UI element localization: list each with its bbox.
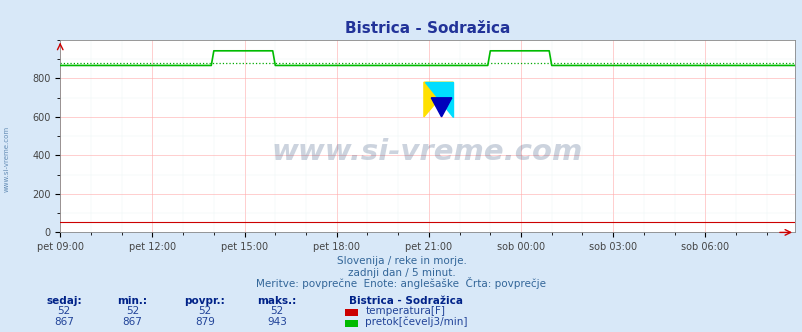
Text: 943: 943	[267, 317, 286, 327]
Text: 52: 52	[270, 306, 283, 316]
Text: www.si-vreme.com: www.si-vreme.com	[3, 126, 10, 193]
Text: pretok[čevelj3/min]: pretok[čevelj3/min]	[365, 316, 468, 327]
Title: Bistrica - Sodražica: Bistrica - Sodražica	[345, 21, 509, 36]
Text: temperatura[F]: temperatura[F]	[365, 306, 445, 316]
Text: povpr.:: povpr.:	[184, 296, 225, 306]
Text: Bistrica - Sodražica: Bistrica - Sodražica	[349, 296, 463, 306]
Text: 52: 52	[58, 306, 71, 316]
Text: 879: 879	[195, 317, 214, 327]
Text: 52: 52	[198, 306, 211, 316]
Text: 867: 867	[123, 317, 142, 327]
Polygon shape	[431, 98, 452, 117]
Text: www.si-vreme.com: www.si-vreme.com	[272, 137, 582, 166]
Text: maks.:: maks.:	[257, 296, 296, 306]
Text: 867: 867	[55, 317, 74, 327]
Text: 52: 52	[126, 306, 139, 316]
Text: Slovenija / reke in morje.: Slovenija / reke in morje.	[336, 256, 466, 266]
Text: sedaj:: sedaj:	[47, 296, 82, 306]
Text: Meritve: povprečne  Enote: anglešaške  Črta: povprečje: Meritve: povprečne Enote: anglešaške Črt…	[256, 277, 546, 289]
Polygon shape	[423, 82, 453, 117]
Text: min.:: min.:	[117, 296, 148, 306]
Text: zadnji dan / 5 minut.: zadnji dan / 5 minut.	[347, 268, 455, 278]
Polygon shape	[425, 82, 453, 117]
